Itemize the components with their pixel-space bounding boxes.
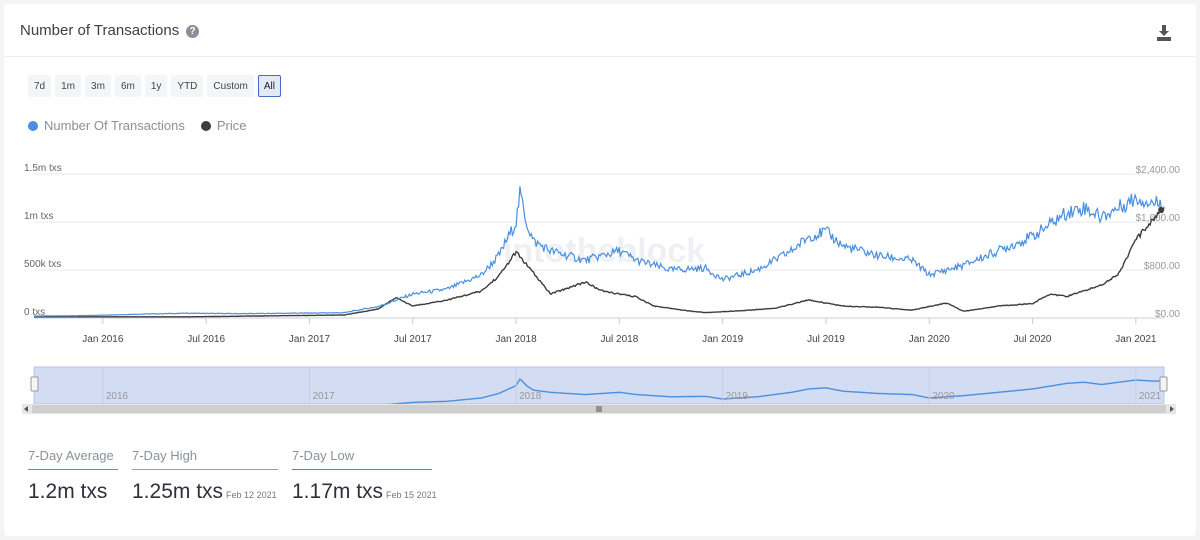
x-tick-label: Jul 2017 <box>394 334 432 345</box>
range-button-1y[interactable]: 1y <box>144 75 168 97</box>
range-button-6m[interactable]: 6m <box>114 75 141 97</box>
watermark: intotheblock <box>503 232 705 270</box>
navigator-tick-label: 2018 <box>519 391 542 402</box>
y-right-tick-label: $0.00 <box>1155 309 1180 320</box>
stat-average-underline <box>28 469 118 470</box>
navigator-tick-label: 2019 <box>726 391 749 402</box>
legend-item-price[interactable]: Price <box>200 118 247 133</box>
stat-low-underline <box>292 469 432 470</box>
navigator-tick-label: 2017 <box>312 391 335 402</box>
x-tick-label: Jan 2017 <box>289 334 331 345</box>
y-right-tick-label: $1,600.00 <box>1136 213 1181 224</box>
y-left-tick-label: 1.5m txs <box>24 163 62 174</box>
x-tick-label: Jan 2018 <box>495 334 537 345</box>
stat-high: 7-Day High 1.25m txs Feb 12 2021 <box>132 448 278 504</box>
navigator-tick-label: 2020 <box>932 391 955 402</box>
chart-plot: 0 txs 500k txs 1m txs 1.5m txs $0.00 $800.00 $… <box>22 163 1181 414</box>
x-tick-label: Jul 2019 <box>807 334 845 345</box>
range-button-3m[interactable]: 3m <box>85 75 111 97</box>
scroll-left-arrow[interactable] <box>24 406 28 412</box>
stat-high-number: 1.25m txs <box>132 480 224 503</box>
stat-average-number: 1.2m txs <box>28 480 108 503</box>
range-selector: 7d 1m 3m 6m 1y YTD Custom All <box>28 75 281 97</box>
legend-dot-transactions <box>28 120 38 131</box>
x-tick-label: Jul 2020 <box>1014 334 1052 345</box>
price-line <box>34 206 1165 318</box>
x-tick-label: Jan 2019 <box>702 334 744 345</box>
y-right-tick-label: $2,400.00 <box>1136 165 1181 176</box>
stat-average-label: 7-Day Average <box>28 448 114 463</box>
y-left-tick-label: 0 txs <box>24 307 45 318</box>
stat-high-value: 1.25m txs Feb 12 2021 <box>132 480 278 504</box>
stat-low-label: 7-Day Low <box>292 448 355 463</box>
x-tick-label: Jul 2016 <box>187 334 225 345</box>
y-right-tick-label: $800.00 <box>1144 261 1181 272</box>
y-left-tick-label: 500k txs <box>24 259 61 270</box>
navigator-tick-label: 2016 <box>106 391 129 402</box>
navigator-selection <box>33 366 1165 405</box>
stat-low-number: 1.17m txs <box>292 480 384 503</box>
legend-item-transactions[interactable]: Number Of Transactions <box>28 118 185 133</box>
chart-title: Number of Transactions <box>20 22 180 39</box>
card-header: Number of Transactions ? <box>4 4 1196 57</box>
transactions-line <box>33 186 1165 317</box>
legend-label-price: Price <box>216 118 247 133</box>
range-button-ytd[interactable]: YTD <box>171 75 204 97</box>
chart-card: Number of Transactions ? 7d 1m 3m 6m 1y … <box>4 4 1196 536</box>
price-end-marker <box>1158 207 1165 213</box>
navigator-handle-left[interactable] <box>30 376 39 392</box>
legend-dot-price <box>200 120 211 131</box>
stat-high-underline <box>132 469 278 470</box>
navigator-tick-label: 2021 <box>1139 391 1162 402</box>
stat-high-label: 7-Day High <box>132 448 198 463</box>
scroll-right-arrow[interactable] <box>1170 406 1174 412</box>
navigator-handle-right[interactable] <box>1159 376 1168 392</box>
legend-label-transactions: Number Of Transactions <box>44 118 185 133</box>
stat-low-value: 1.17m txs Feb 15 2021 <box>292 480 437 504</box>
stats-row: 7-Day Average 1.2m txs 7-Day High 1.25m … <box>28 448 437 504</box>
range-button-7d[interactable]: 7d <box>28 75 52 97</box>
range-button-custom[interactable]: Custom <box>207 75 254 97</box>
x-tick-label: Jan 2021 <box>1115 334 1157 345</box>
y-left-tick-label: 1m txs <box>24 211 53 222</box>
x-tick-label: Jan 2016 <box>82 334 124 345</box>
stat-low: 7-Day Low 1.17m txs Feb 15 2021 <box>292 448 437 504</box>
stat-average: 7-Day Average 1.2m txs <box>28 448 118 504</box>
range-button-all[interactable]: All <box>257 75 281 97</box>
x-tick-label: Jan 2020 <box>909 334 951 345</box>
stat-low-date: Feb 15 2021 <box>386 490 437 500</box>
x-tick-label: Jul 2018 <box>600 334 638 345</box>
stat-high-date: Feb 12 2021 <box>226 490 277 500</box>
chart-legend: Number Of Transactions Price <box>28 118 247 133</box>
range-button-1m[interactable]: 1m <box>55 75 82 97</box>
question-circle-icon[interactable]: ? <box>186 25 199 38</box>
download-icon[interactable] <box>1156 24 1172 42</box>
stat-average-value: 1.2m txs <box>28 480 118 504</box>
